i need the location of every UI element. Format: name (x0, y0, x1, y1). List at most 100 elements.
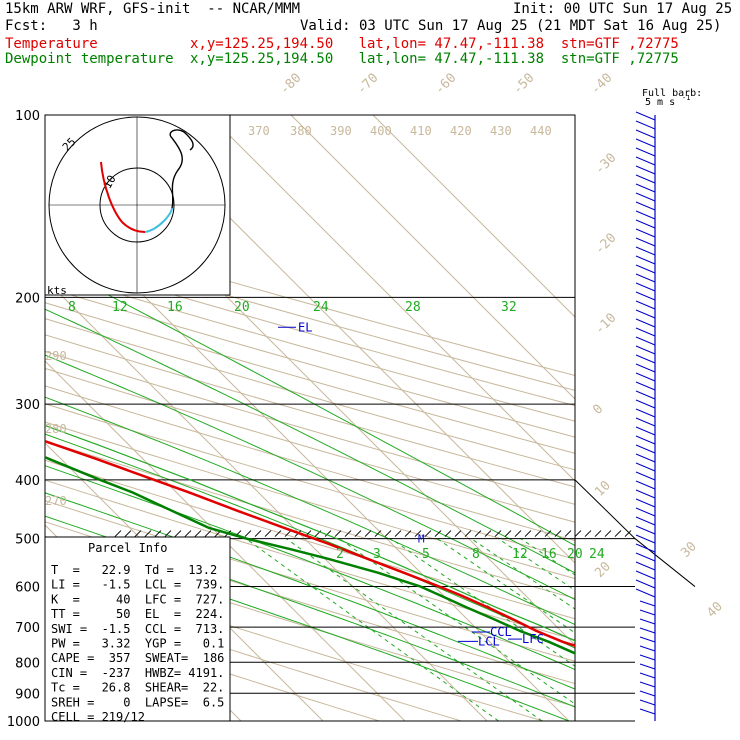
hatch-mark (534, 530, 542, 537)
mixing-ratio-label: 12 (512, 547, 528, 562)
theta-label: 430 (490, 124, 512, 138)
wind-barb (635, 147, 656, 157)
wind-barb (635, 345, 656, 355)
hatch-mark (284, 530, 292, 537)
hatch-mark (554, 530, 562, 537)
parcel-info-row: SREH = 0 LAPSE= 6.5 (51, 695, 224, 709)
model-title: 15km ARW WRF, GFS-init -- NCAR/MMM (5, 1, 301, 17)
hatch-mark (584, 530, 592, 537)
parcel-info-panel: Parcel Info T = 22.9 Td = 13.2LI = -1.5 … (44, 536, 231, 724)
isotherm-line (372, 115, 575, 318)
init-time: Init: 00 UTC Sun 17 Aug 25 (513, 1, 733, 17)
dry-adiabat-line (45, 242, 575, 391)
temperature-profile (45, 439, 575, 648)
mixing-ratio-line (497, 538, 575, 591)
wind-barb (635, 273, 656, 283)
wind-barb (635, 435, 656, 445)
hatch-mark (474, 530, 482, 537)
parcel-info-row: Tc = 26.8 SHEAR= 22. (51, 681, 224, 695)
moist-adiabat-line (45, 465, 575, 671)
isotherm-line (45, 278, 488, 721)
wind-barb (635, 255, 656, 265)
pressure-tick-label: 1000 (7, 715, 40, 730)
wind-barb (639, 699, 656, 706)
wind-barb-column (635, 111, 656, 721)
wind-barb (635, 552, 656, 562)
wind-barb (635, 138, 656, 148)
dry-adiabat-line (45, 612, 380, 721)
hatch-mark (344, 530, 352, 537)
hodograph-inset: 25 10 kts (44, 114, 231, 297)
wind-barb (635, 192, 656, 202)
hatch-mark (174, 530, 182, 537)
hatch-mark (614, 530, 622, 537)
hatch-mark (194, 530, 202, 537)
wind-barb (635, 381, 656, 391)
mixing-ratio-label: 24 (313, 300, 329, 315)
hatch-mark (484, 530, 492, 537)
hatch-mark (624, 530, 632, 537)
isotherm-label: -30 (592, 151, 619, 178)
theta-label: 280 (45, 422, 67, 436)
hatch-mark (134, 530, 142, 537)
moist-adiabat-line (45, 396, 575, 626)
hatch-mark (184, 530, 192, 537)
hatch-mark (494, 530, 502, 537)
mixing-ratio-label: 2 (336, 547, 344, 562)
wind-barb (635, 444, 656, 454)
hatch-mark (414, 530, 422, 537)
pressure-tick-label: 500 (15, 533, 40, 548)
hatch-mark (114, 530, 122, 537)
wind-barb (635, 390, 656, 400)
moist-adiabat-line (45, 308, 575, 574)
wind-barb (639, 600, 656, 607)
theta-label: 290 (45, 349, 67, 363)
hatch-mark (384, 530, 392, 537)
dry-adiabat-line (45, 256, 575, 407)
hatch-mark (404, 530, 412, 537)
parcel-info-row: K = 40 LFC = 727. (51, 592, 224, 606)
temperature-legend: Temperature (5, 36, 98, 52)
theta-label: 390 (330, 124, 352, 138)
hatch-mark (514, 530, 522, 537)
dry-adiabat-line (45, 286, 575, 438)
wind-barb (639, 690, 656, 697)
dry-adiabat-line (45, 318, 575, 471)
isotherm-label: 40 (704, 599, 726, 621)
pressure-tick-label: 800 (15, 656, 40, 671)
wind-barb (635, 516, 656, 526)
dry-adiabat-line (45, 350, 575, 505)
isotherm-label: 30 (678, 539, 700, 561)
mixing-ratio-line (339, 538, 575, 705)
hatch-mark (564, 530, 572, 537)
pressure-tick-label: 200 (15, 291, 40, 306)
wind-barb (635, 408, 656, 418)
wind-barb (639, 663, 656, 670)
wind-barb (635, 354, 656, 364)
wind-barb (635, 165, 656, 175)
wind-barb (635, 228, 656, 238)
hatch-mark (354, 530, 362, 537)
theta-label: 400 (370, 124, 392, 138)
wind-legend: Full barb: 5 m s -1 (642, 88, 702, 108)
mixing-ratio-label: 5 (422, 547, 430, 562)
isotherm-label: -70 (354, 71, 381, 98)
theta-label: 420 (450, 124, 472, 138)
wind-barb (635, 561, 656, 571)
theta-label: 370 (248, 124, 270, 138)
isotherm-line (208, 115, 575, 482)
pressure-tick-label: 900 (15, 687, 40, 702)
wind-barb (639, 654, 656, 661)
isotherm-label: 20 (592, 559, 614, 581)
hatch-mark (604, 530, 612, 537)
hodograph-trace-cyan (144, 207, 173, 233)
mixing-ratio-label: 28 (405, 300, 421, 315)
mixing-ratio-label: 24 (589, 547, 605, 562)
dewpoint-profile (45, 455, 575, 655)
hatch-mark (434, 530, 442, 537)
dry-adiabat-line (45, 440, 575, 599)
isotherm-line (290, 115, 575, 400)
parcel-info-row: CAPE = 357 SWEAT= 186 (51, 651, 224, 665)
theta-label: 270 (45, 494, 67, 508)
wind-barb (635, 480, 656, 490)
